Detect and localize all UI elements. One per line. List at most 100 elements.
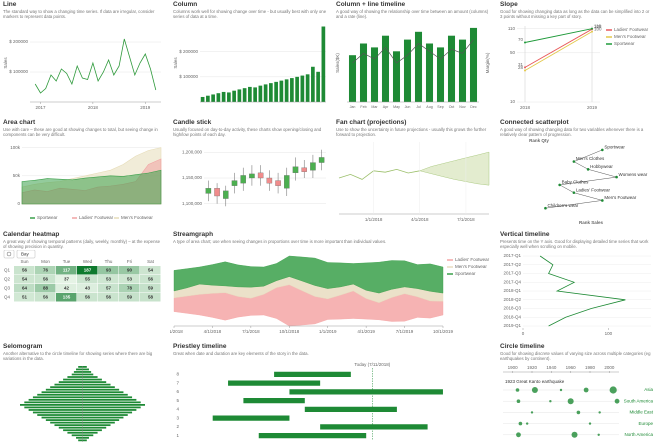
duration-bar [289, 389, 443, 395]
chart: 0 50k 100k Sportwear Ladies' Footwear Men's F… [10, 145, 162, 220]
x-tick-label: 1/1/2018 [170, 329, 183, 334]
point [601, 199, 604, 202]
x-tick-label: Aug [426, 105, 432, 109]
card-description: Use with care – these are good at showin… [3, 127, 158, 138]
zoom-icon [6, 251, 12, 257]
y-tick-label: 100k [10, 145, 21, 150]
row-label: Q1 [4, 268, 11, 273]
chart-card[interactable]: Area chart Use with care – these are good… [0, 118, 165, 228]
legend-label: Men's Footwear [121, 215, 153, 220]
cell-value: 56 [148, 277, 154, 282]
heat-cell [119, 266, 140, 275]
x-tick-label: Oct [449, 105, 455, 109]
chart-card[interactable]: Vertical timeline Presents time on the Y … [497, 230, 655, 340]
cell-value: 78 [127, 286, 133, 291]
event [559, 388, 563, 392]
x-tick-label: May [393, 105, 400, 109]
axis-label: Margin(%) [485, 52, 490, 73]
bar [253, 87, 257, 102]
column-label: Tue [63, 259, 71, 264]
chart: 1,100,000 1,150,000 1,200,000 [182, 149, 326, 207]
chart-card[interactable]: Circle timeline Good for showing discrete… [497, 342, 655, 446]
column-label: Fri [127, 259, 132, 264]
cell-value: 53 [106, 277, 112, 282]
chart-card[interactable]: Selomogram Another alternative to the cir… [0, 342, 165, 446]
zoom-button[interactable] [3, 250, 15, 259]
annotation: 1923 Great Kanto earthquake [505, 379, 565, 384]
connector [545, 149, 617, 209]
cell-value: 43 [85, 286, 91, 291]
cell-value: 93 [106, 268, 112, 273]
heat-cell [98, 284, 119, 293]
y-tick-label: 1,100,000 [182, 201, 203, 206]
bar [211, 94, 215, 102]
cell-value: 187 [84, 268, 92, 273]
card-description: A good way of showing changing data for … [500, 127, 644, 138]
legend-label: Men's Footwear [455, 264, 487, 269]
bar [258, 85, 263, 102]
candle-body [292, 166, 299, 174]
cell-value: 117 [63, 268, 71, 273]
chart-card[interactable]: Connected scatterplot A good way of showi… [497, 118, 655, 228]
bar [458, 39, 467, 102]
card-description: Great when date and duration are key ele… [173, 351, 309, 356]
chart-card[interactable]: Column Columns work well for showing chan… [170, 0, 330, 116]
bar [221, 91, 226, 102]
y-tick-label: 2017-Q3 [503, 271, 521, 276]
data-label: 100 [594, 26, 602, 31]
cell-value: 59 [127, 295, 133, 300]
filter-button-label: Bay [21, 251, 30, 256]
chart-card[interactable]: Fan chart (projections) Use to show the u… [333, 118, 493, 228]
chart-card[interactable]: Line The standard way to show a changing … [0, 0, 165, 116]
point-label: Sportwear [604, 145, 625, 150]
row-label: Europe [638, 421, 653, 426]
point [524, 69, 526, 72]
bar [348, 55, 357, 102]
point-label: Baby Clothes [562, 180, 590, 185]
today-label: Today (7/11/2018) [354, 362, 390, 367]
chart-card[interactable]: Slope Good for showing changing data as l… [497, 0, 655, 116]
x-tick-label: 2018 [520, 105, 531, 110]
chart-card[interactable]: Streamgraph A type of area chart; use whe… [170, 230, 493, 340]
event [576, 410, 581, 415]
point [572, 191, 576, 194]
slope-line [524, 31, 593, 71]
x-tick-label: 2018 [88, 105, 99, 110]
filter-button[interactable] [16, 250, 36, 259]
bar [232, 90, 236, 102]
card-description: The standard way to show a changing time… [3, 9, 155, 20]
chart: $ 100000 $ 200000 Sales 2017 2018 2019 [3, 38, 161, 110]
chart-card[interactable]: Column + line timeline A good way of show… [333, 0, 493, 116]
heat-cell [140, 293, 161, 302]
data-label: 70 [518, 37, 524, 42]
legend-label: Ladies' Footwear [79, 215, 114, 220]
event [571, 431, 578, 438]
chart-card[interactable]: Candle stick Usually focused on day-to-da… [170, 118, 330, 228]
x-tick-label: Jul [416, 105, 421, 109]
bar [359, 43, 368, 102]
card-title: Fan chart (projections) [336, 119, 407, 126]
point-label: Children's wear [547, 203, 578, 208]
x-tick-label: 2019 [140, 105, 151, 110]
x-tick-label: Jun [405, 105, 411, 109]
x-tick-label: 1980 [585, 365, 596, 370]
y-tick-label: 2018-Q2 [503, 297, 521, 302]
event [518, 421, 523, 426]
bar [381, 35, 390, 103]
cell-value: 56 [22, 268, 28, 273]
row-label: Asia [644, 387, 653, 392]
chart-card[interactable]: Calendar heatmap A great way of showing t… [0, 230, 165, 340]
point [524, 41, 526, 44]
heat-cell [14, 284, 35, 293]
bar [227, 92, 231, 102]
heat-cell [35, 275, 56, 284]
cell-value: 57 [106, 286, 112, 291]
row-label: 3 [176, 415, 179, 420]
bar [237, 89, 242, 102]
card-description: Usually focused on day-to-day activity, … [173, 127, 322, 138]
cell-value: 58 [148, 295, 154, 300]
point-label: Men's Clothes [576, 156, 605, 161]
chart-card[interactable]: Priestley timeline Great when date and du… [170, 342, 493, 446]
row-label: Middle East [629, 410, 653, 415]
